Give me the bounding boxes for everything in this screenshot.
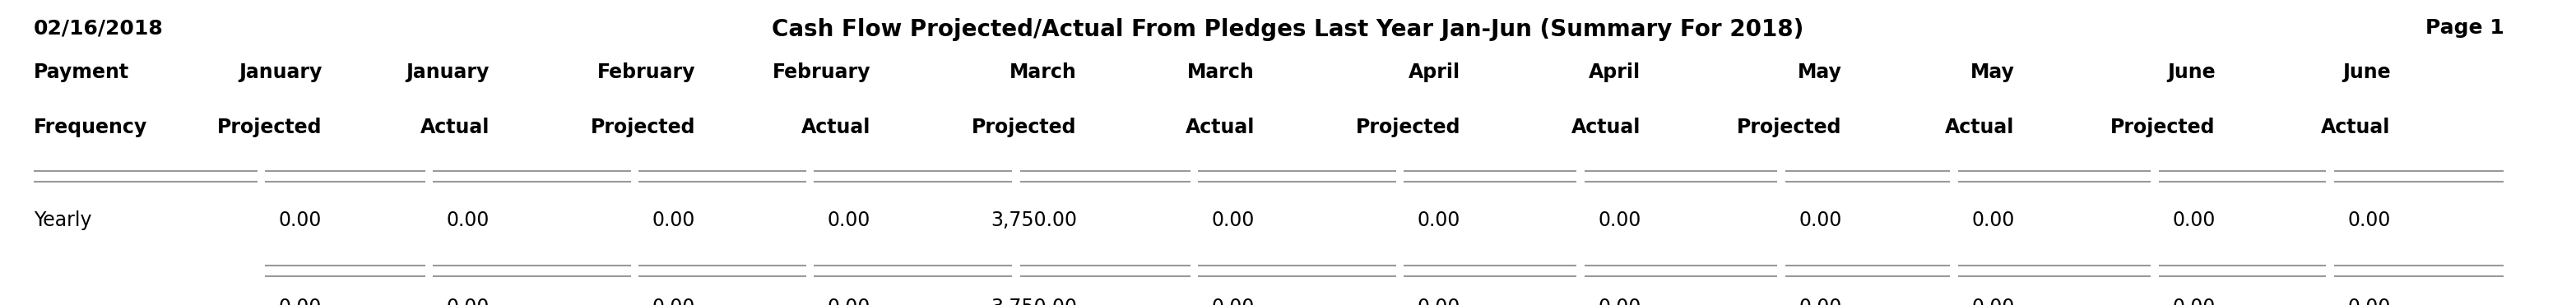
Text: 0.00: 0.00 — [446, 297, 489, 305]
Text: February: February — [598, 63, 696, 82]
Text: 0.00: 0.00 — [652, 210, 696, 230]
Text: 02/16/2018: 02/16/2018 — [33, 18, 162, 38]
Text: Actual: Actual — [420, 117, 489, 137]
Text: June: June — [2166, 63, 2215, 82]
Text: 0.00: 0.00 — [1971, 297, 2014, 305]
Text: Projected: Projected — [216, 117, 322, 137]
Text: 0.00: 0.00 — [446, 210, 489, 230]
Text: Projected: Projected — [971, 117, 1077, 137]
Text: 0.00: 0.00 — [278, 297, 322, 305]
Text: Actual: Actual — [1185, 117, 1255, 137]
Text: 0.00: 0.00 — [2347, 210, 2391, 230]
Text: March: March — [1188, 63, 1255, 82]
Text: Actual: Actual — [1945, 117, 2014, 137]
Text: 0.00: 0.00 — [1417, 210, 1461, 230]
Text: Payment: Payment — [33, 63, 129, 82]
Text: March: March — [1010, 63, 1077, 82]
Text: May: May — [1971, 63, 2014, 82]
Text: 0.00: 0.00 — [1971, 210, 2014, 230]
Text: Projected: Projected — [590, 117, 696, 137]
Text: Projected: Projected — [1355, 117, 1461, 137]
Text: April: April — [1589, 63, 1641, 82]
Text: Actual: Actual — [2321, 117, 2391, 137]
Text: Yearly: Yearly — [33, 210, 93, 230]
Text: 0.00: 0.00 — [278, 210, 322, 230]
Text: 3,750.00: 3,750.00 — [989, 210, 1077, 230]
Text: 0.00: 0.00 — [1211, 297, 1255, 305]
Text: Actual: Actual — [801, 117, 871, 137]
Text: Frequency: Frequency — [33, 117, 147, 137]
Text: 0.00: 0.00 — [1798, 210, 1842, 230]
Text: Cash Flow Projected/Actual From Pledges Last Year Jan-Jun (Summary For 2018): Cash Flow Projected/Actual From Pledges … — [773, 18, 1803, 41]
Text: June: June — [2342, 63, 2391, 82]
Text: 0.00: 0.00 — [1211, 210, 1255, 230]
Text: 0.00: 0.00 — [1597, 297, 1641, 305]
Text: Actual: Actual — [1571, 117, 1641, 137]
Text: 3,750.00: 3,750.00 — [989, 297, 1077, 305]
Text: Projected: Projected — [2110, 117, 2215, 137]
Text: 0.00: 0.00 — [2172, 297, 2215, 305]
Text: 0.00: 0.00 — [1417, 297, 1461, 305]
Text: 0.00: 0.00 — [1597, 210, 1641, 230]
Text: January: January — [407, 63, 489, 82]
Text: 0.00: 0.00 — [827, 210, 871, 230]
Text: 0.00: 0.00 — [2172, 210, 2215, 230]
Text: April: April — [1409, 63, 1461, 82]
Text: Page 1: Page 1 — [2424, 18, 2504, 38]
Text: 0.00: 0.00 — [1798, 297, 1842, 305]
Text: May: May — [1798, 63, 1842, 82]
Text: January: January — [240, 63, 322, 82]
Text: Projected: Projected — [1736, 117, 1842, 137]
Text: 0.00: 0.00 — [827, 297, 871, 305]
Text: 0.00: 0.00 — [2347, 297, 2391, 305]
Text: February: February — [773, 63, 871, 82]
Text: 0.00: 0.00 — [652, 297, 696, 305]
